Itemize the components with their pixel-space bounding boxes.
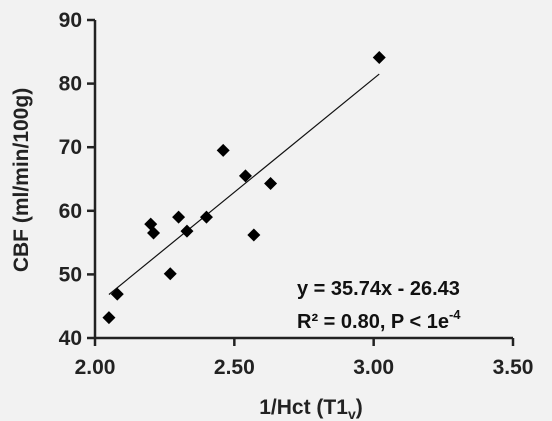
y-tick-label: 50 bbox=[59, 263, 82, 286]
y-tick-label: 40 bbox=[59, 327, 82, 350]
y-tick-label: 60 bbox=[59, 200, 82, 223]
data-point-12 bbox=[264, 176, 278, 190]
y-axis-title: CBF (ml/min/100g) bbox=[10, 88, 33, 272]
x-tick-label: 3.00 bbox=[353, 356, 394, 379]
data-point-7 bbox=[180, 224, 194, 238]
data-point-11 bbox=[247, 228, 261, 242]
trendline bbox=[108, 73, 380, 295]
y-tick-label: 70 bbox=[59, 136, 82, 159]
x-axis: 2.00 2.50 3.00 3.50 bbox=[75, 336, 534, 379]
data-point-13 bbox=[372, 51, 386, 65]
data-point-10 bbox=[238, 169, 252, 183]
data-points bbox=[102, 51, 386, 325]
x-tick-label: 2.50 bbox=[214, 356, 255, 379]
data-point-1 bbox=[102, 311, 116, 325]
x-axis-title-subscript: v bbox=[348, 406, 356, 421]
trendline-group bbox=[108, 73, 380, 295]
regression-stats: R² = 0.80, P < 1e-4 bbox=[297, 307, 461, 333]
regression-equation: y = 35.74x - 26.43 bbox=[297, 278, 460, 300]
data-point-8 bbox=[199, 210, 213, 224]
data-point-6 bbox=[172, 210, 186, 224]
y-tick-label: 80 bbox=[59, 73, 82, 96]
data-point-9 bbox=[216, 143, 230, 157]
data-point-4 bbox=[147, 226, 161, 240]
y-axis: 40 50 60 70 80 90 bbox=[59, 9, 97, 350]
x-tick-label: 3.50 bbox=[493, 356, 534, 379]
x-axis-title: 1/Hct (T1v) bbox=[259, 396, 362, 421]
data-point-2 bbox=[110, 287, 124, 301]
y-tick-label: 90 bbox=[59, 9, 82, 32]
x-tick-label: 2.00 bbox=[75, 356, 116, 379]
p-value-exponent: -4 bbox=[449, 307, 461, 322]
data-point-5 bbox=[163, 267, 177, 281]
